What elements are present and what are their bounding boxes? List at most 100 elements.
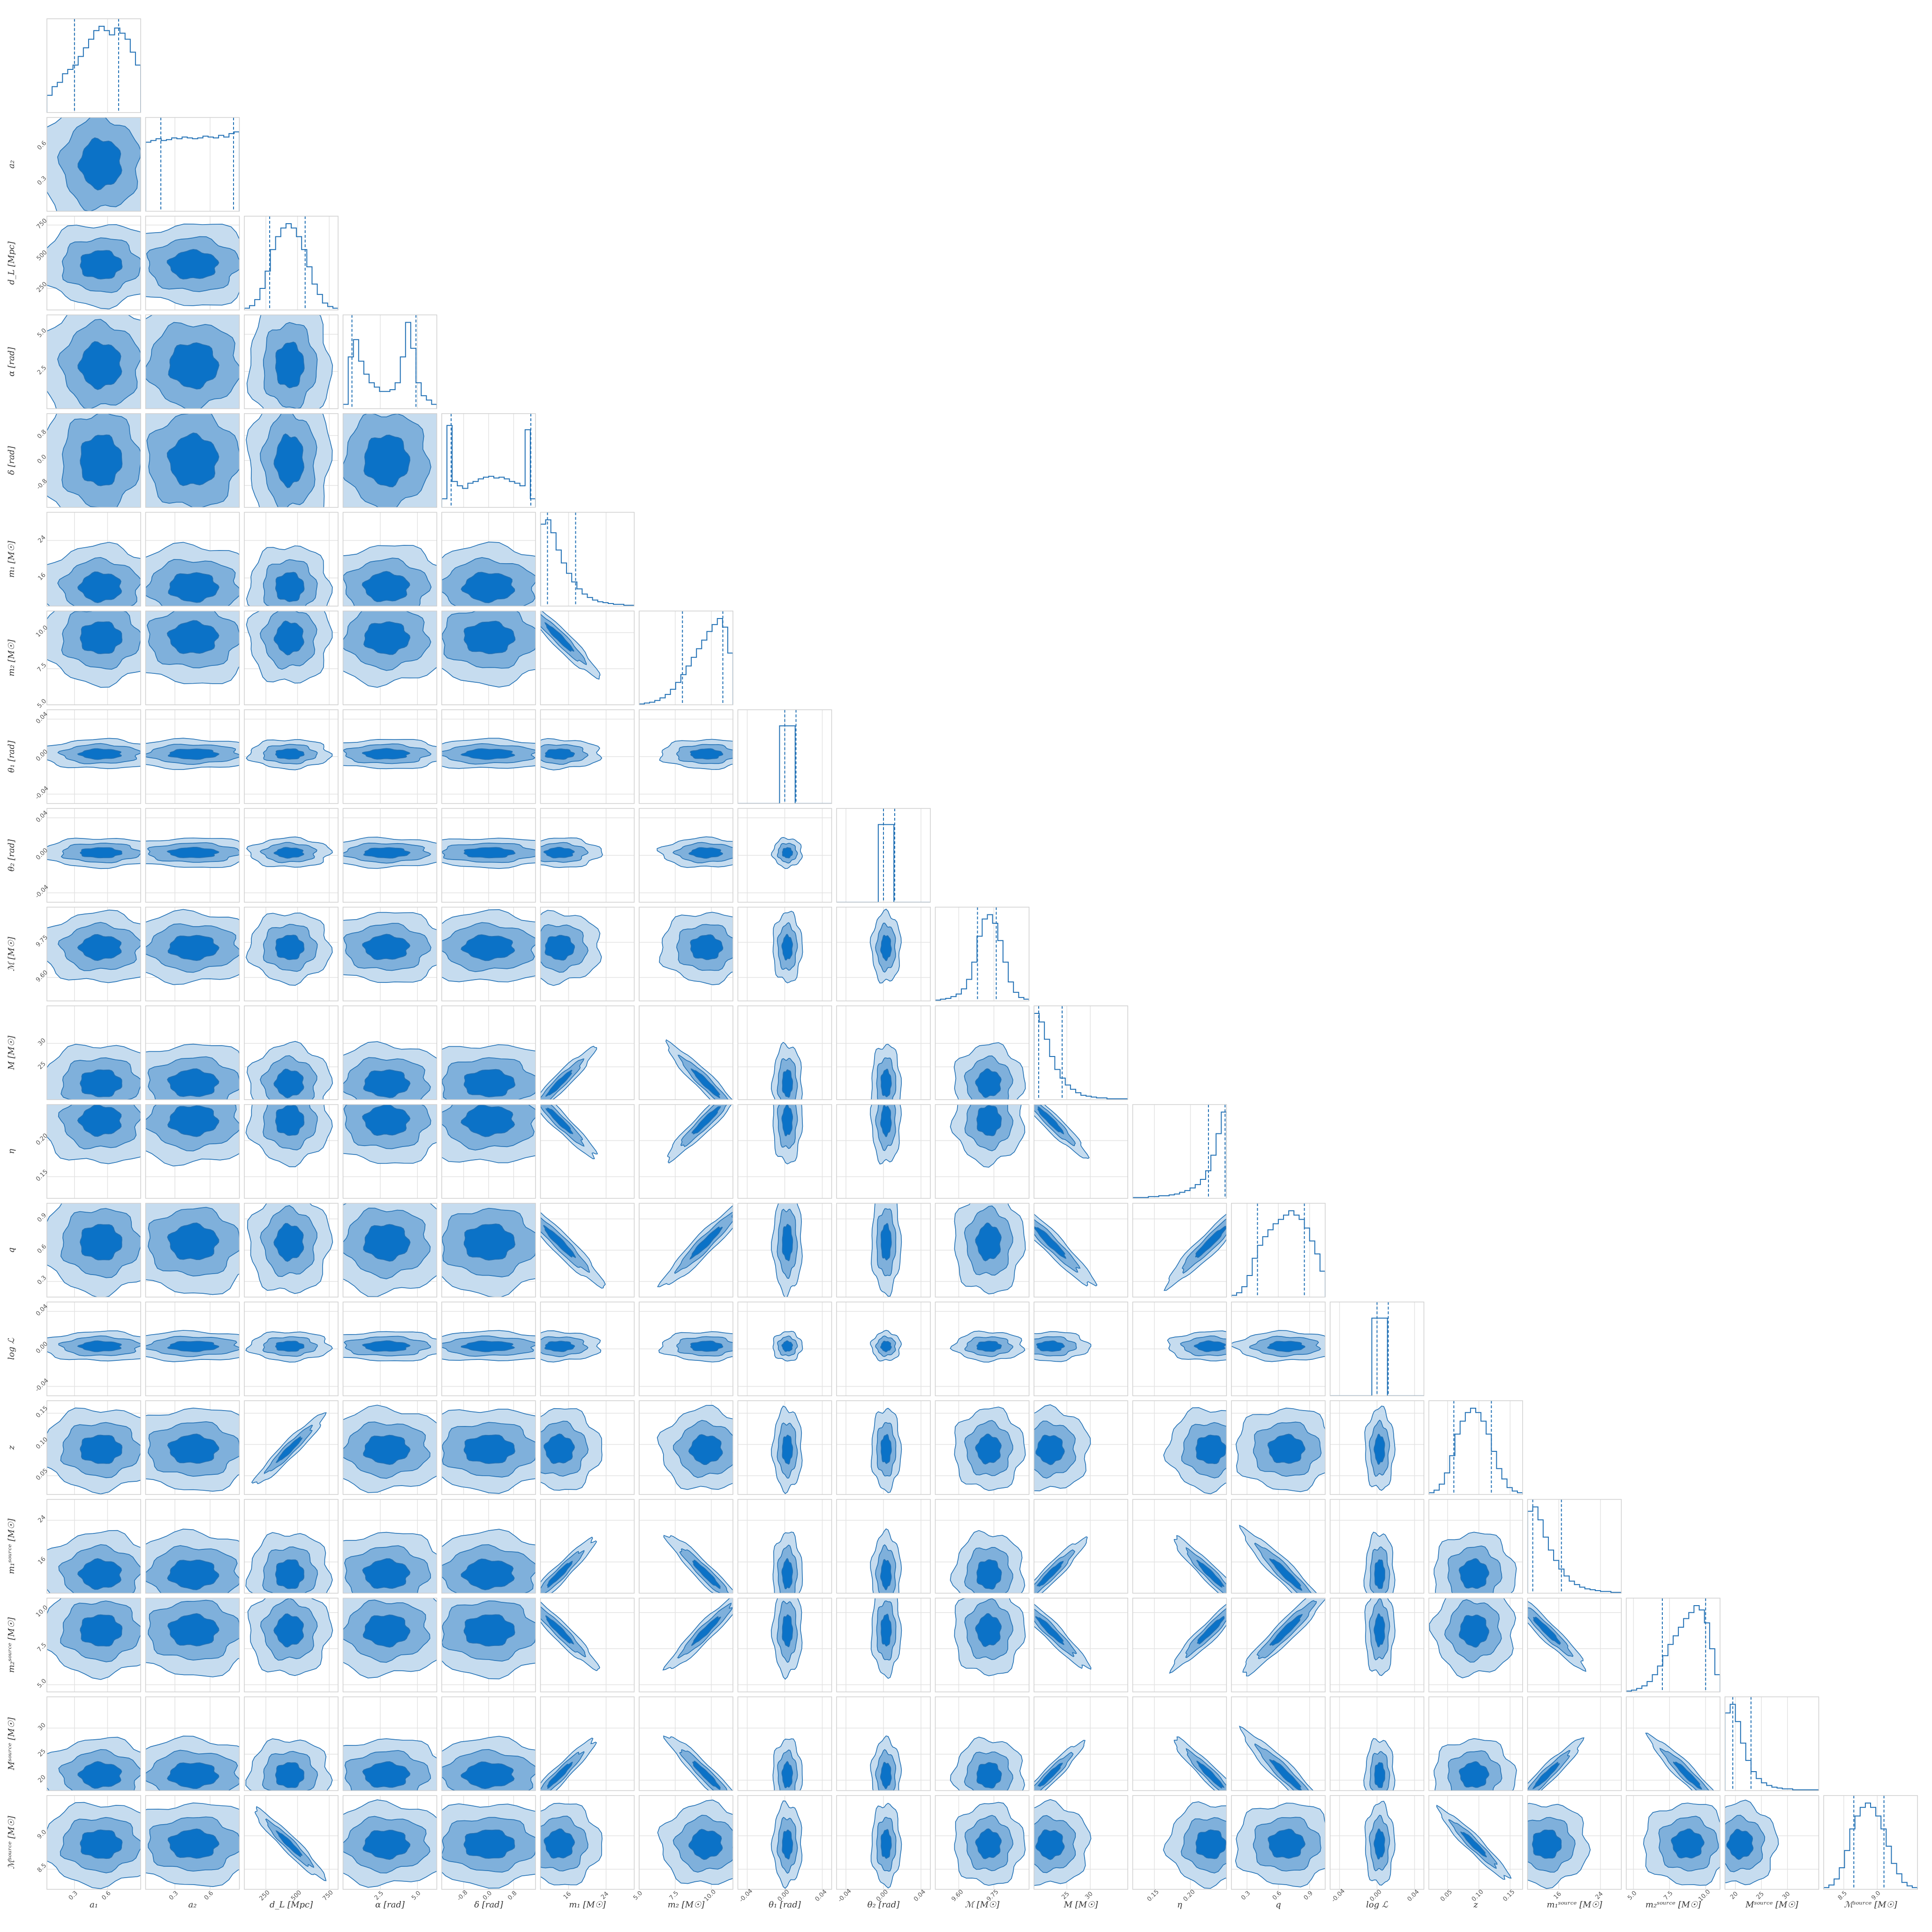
x-tick-label: 0.04 <box>913 1888 927 1903</box>
panel-frame <box>46 808 141 903</box>
panel-frame <box>441 1400 536 1495</box>
contour-level-3 <box>1458 1615 1489 1648</box>
contour-level-3 <box>460 1340 515 1352</box>
contour-level-3 <box>80 1069 122 1097</box>
contour-panel-18-9 <box>935 1795 1030 1890</box>
contour-group <box>442 1736 536 1791</box>
y-axis-label: α [rad] <box>7 347 16 377</box>
contour-level-3 <box>975 1434 1002 1465</box>
contour-panel-14-12 <box>1231 1400 1326 1495</box>
contour-level-3 <box>273 1613 304 1648</box>
x-tick-label: 0.3 <box>68 1890 79 1902</box>
panel-frame <box>540 1301 635 1396</box>
x-tick-label: 24 <box>1594 1890 1604 1901</box>
contour-panel-13-10 <box>1034 1301 1128 1396</box>
contour-level-3 <box>167 1613 219 1646</box>
panel-frame <box>540 1203 635 1298</box>
contour-level-3 <box>1458 1558 1489 1589</box>
panel-frame <box>836 1400 931 1495</box>
contour-group <box>47 1530 141 1593</box>
panel-frame <box>1132 1499 1227 1594</box>
contour-group <box>245 1331 333 1363</box>
contour-group <box>343 1598 437 1679</box>
panel-frame <box>244 1696 339 1791</box>
histogram-panel-8 <box>836 808 931 903</box>
contour-group <box>665 1039 733 1100</box>
y-axis-label: m₂ˢᵒᵘʳᶜᵉ [M☉] <box>7 1617 16 1673</box>
contour-level-3 <box>1460 1831 1487 1858</box>
contour-group <box>254 1806 327 1881</box>
x-axis-label: d_L [Mpc] <box>270 1900 313 1910</box>
contour-level-3 <box>782 1434 793 1465</box>
y-axis-label: a₂ <box>7 160 16 169</box>
panel-frame <box>342 709 438 804</box>
panel-frame <box>639 1400 733 1495</box>
contour-group <box>540 611 601 680</box>
contour-group <box>145 611 240 684</box>
contour-group <box>145 909 240 985</box>
contour-level-3 <box>1267 1341 1306 1352</box>
contour-panel-2-0 <box>46 216 141 310</box>
contour-group <box>442 738 536 769</box>
y-tick-label: 9.0 <box>36 1829 48 1841</box>
contour-group <box>1364 1801 1396 1886</box>
contour-panel-18-4 <box>441 1795 536 1890</box>
contour-group <box>1034 1536 1088 1593</box>
contour-panel-16-6 <box>639 1598 733 1692</box>
contour-panel-12-5 <box>540 1203 635 1298</box>
contour-group <box>343 739 437 770</box>
contour-level-3 <box>1374 1613 1385 1647</box>
panel-frame <box>1132 1400 1227 1495</box>
contour-panel-17-2 <box>244 1696 339 1791</box>
panel-frame <box>1823 1795 1918 1890</box>
histogram-line <box>145 131 240 211</box>
contour-panel-16-5 <box>540 1598 635 1692</box>
y-tick-label: 0.3 <box>36 1275 48 1286</box>
contour-level-3 <box>1726 1828 1754 1860</box>
contour-panel-7-5 <box>540 709 635 804</box>
contour-group <box>47 1598 141 1680</box>
panel-frame <box>1428 1795 1523 1890</box>
panel-frame <box>639 1005 733 1100</box>
contour-panel-17-5 <box>540 1696 635 1791</box>
contour-group <box>343 912 437 983</box>
contour-panel-12-7 <box>737 1203 832 1298</box>
x-axis-label: m₁ˢᵒᵘʳᶜᵉ [M☉] <box>1547 1900 1602 1910</box>
contour-group <box>772 1104 803 1165</box>
panels-layer <box>46 18 1918 1890</box>
contour-level-3 <box>782 1614 793 1647</box>
contour-level-3 <box>168 342 219 390</box>
contour-group <box>657 1799 733 1885</box>
panel-frame <box>639 1795 733 1890</box>
panel-frame <box>342 1203 438 1298</box>
contour-group <box>954 1203 1026 1295</box>
contour-group <box>540 738 603 770</box>
contour-panel-18-15 <box>1527 1795 1622 1890</box>
panel-frame <box>441 808 536 903</box>
contour-group <box>47 414 141 507</box>
contour-group <box>47 1407 141 1494</box>
contour-panel-15-8 <box>836 1499 931 1594</box>
contour-panel-5-0 <box>46 512 141 607</box>
panel-frame <box>737 709 832 804</box>
panel-frame <box>639 1203 733 1298</box>
contour-panel-11-2 <box>244 1104 339 1199</box>
panel-frame <box>46 216 141 310</box>
contour-panel-5-1 <box>145 512 240 607</box>
panel-frame <box>540 1104 635 1199</box>
contour-group <box>1643 1803 1720 1886</box>
contour-level-3 <box>275 1559 305 1589</box>
contour-level-3 <box>547 1561 573 1588</box>
contour-group <box>1434 1738 1517 1791</box>
contour-group <box>1034 1214 1098 1287</box>
contour-group <box>1174 1535 1227 1593</box>
contour-group <box>772 1532 803 1593</box>
contour-level-3 <box>363 847 411 859</box>
contour-group <box>145 1104 240 1167</box>
contour-panel-11-9 <box>935 1104 1030 1199</box>
contour-group <box>442 1104 536 1163</box>
x-axis-label: α [rad] <box>375 1900 405 1910</box>
contour-group <box>954 1406 1026 1491</box>
panel-frame <box>639 1104 733 1199</box>
contour-panel-13-0 <box>46 1301 141 1396</box>
